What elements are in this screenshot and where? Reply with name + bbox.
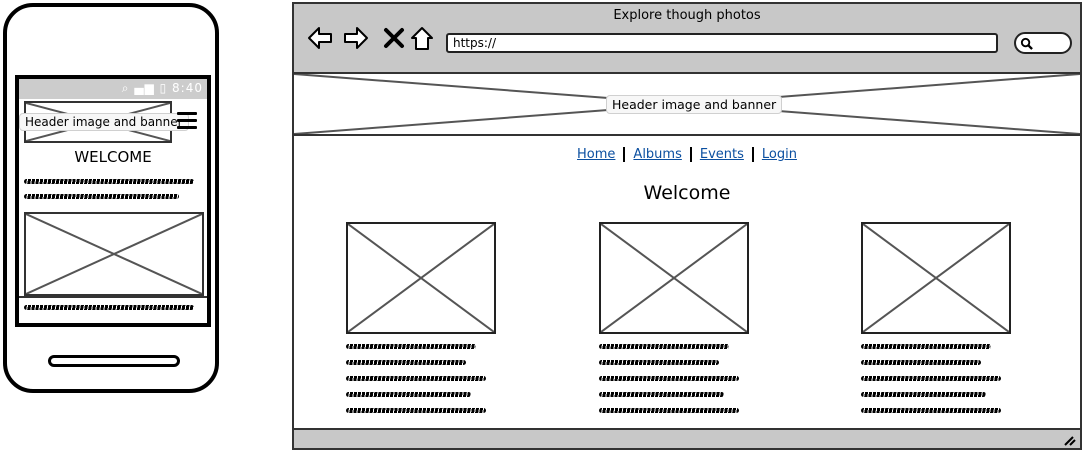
photo-card-image[interactable] [346, 222, 496, 334]
phone-text-line [24, 305, 194, 310]
text-line [346, 360, 466, 365]
url-input[interactable]: https:// [446, 33, 998, 53]
text-line [346, 392, 471, 397]
photo-card-text [346, 344, 496, 424]
battery-icon: ▯ [159, 81, 168, 95]
phone-text-line [24, 194, 179, 199]
text-line [861, 376, 1001, 381]
browser-window: Explore though photos https:// Header im… [292, 2, 1082, 450]
text-line [346, 344, 476, 349]
resize-grip-icon[interactable] [1062, 434, 1076, 446]
phone-text-line [24, 179, 194, 184]
phone-content-image [24, 212, 204, 296]
photo-card-text [861, 344, 1011, 424]
photo-card-text [599, 344, 749, 424]
text-line [599, 392, 724, 397]
hamburger-menu-icon[interactable] [177, 112, 197, 130]
image-placeholder-icon [863, 224, 1009, 332]
home-icon[interactable] [408, 24, 436, 52]
text-line [599, 360, 719, 365]
browser-status-bar [294, 428, 1080, 448]
phone-welcome-heading: WELCOME [74, 148, 152, 166]
back-icon[interactable] [306, 24, 334, 52]
text-line [861, 344, 991, 349]
header-banner-label: Header image and banner [606, 95, 783, 114]
forward-icon[interactable] [342, 24, 370, 52]
photo-card-image[interactable] [861, 222, 1011, 334]
nav-link-events[interactable]: Events [689, 147, 752, 162]
window-title: Explore though photos [613, 8, 761, 23]
text-line [861, 408, 1001, 413]
nav-link-home[interactable]: Home [577, 147, 616, 162]
browser-toolbar: Explore though photos https:// [294, 4, 1080, 74]
photo-card-image[interactable] [599, 222, 749, 334]
search-input[interactable] [1014, 32, 1072, 54]
phone-home-button[interactable] [48, 355, 180, 367]
text-line [861, 392, 986, 397]
phone-screen: ⌕ ▄▆ ▯ 8:40 Header image and banner WELC… [15, 75, 211, 327]
text-line [861, 360, 981, 365]
image-placeholder-icon [601, 224, 747, 332]
status-icons: ⌕ ▄▆ ▯ 8:40 [122, 81, 203, 96]
text-line [599, 408, 739, 413]
nav-link-login[interactable]: Login [751, 147, 805, 162]
text-line [346, 408, 486, 413]
signal-icon: ▄▆ [134, 81, 155, 95]
page-welcome-heading: Welcome [643, 182, 731, 204]
status-time: 8:40 [172, 81, 203, 95]
phone-header-label: Header image and banner [19, 113, 189, 131]
wifi-icon: ⌕ [121, 81, 130, 95]
text-line [599, 344, 729, 349]
nav-link-albums[interactable]: Albums [623, 147, 690, 162]
phone-divider [19, 296, 207, 298]
text-line [599, 376, 739, 381]
close-icon[interactable] [380, 24, 408, 52]
phone-status-bar: ⌕ ▄▆ ▯ 8:40 [19, 79, 207, 99]
search-icon [1020, 37, 1033, 50]
image-placeholder-icon [348, 224, 494, 332]
text-line [346, 376, 486, 381]
image-placeholder-icon [26, 214, 202, 294]
main-nav: Home Albums Events Login [294, 147, 1080, 162]
